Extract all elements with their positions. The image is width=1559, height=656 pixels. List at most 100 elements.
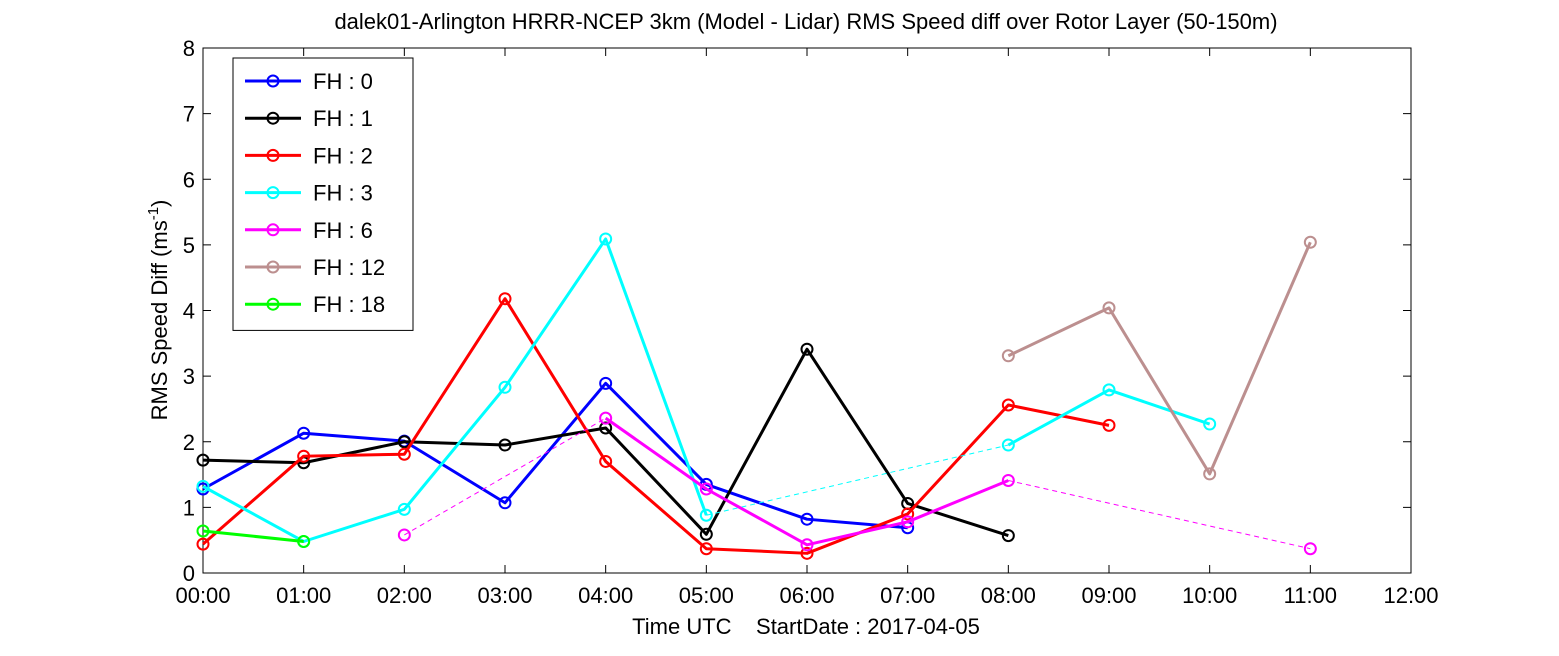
series-line [202, 297, 1110, 555]
data-point [1102, 301, 1116, 315]
data-point [1203, 467, 1217, 481]
legend-label: FH : 0 [313, 69, 373, 94]
chart-title: dalek01-Arlington HRRR-NCEP 3km (Model -… [334, 9, 1277, 34]
data-point [196, 524, 210, 538]
x-tick-label: 02:00 [377, 583, 432, 608]
legend-swatch-marker [266, 148, 280, 162]
data-point [297, 449, 311, 463]
data-point [1001, 349, 1015, 363]
y-axis-label: RMS Speed Diff (ms-1) [145, 200, 172, 421]
legend-swatch-marker [266, 186, 280, 200]
data-point [397, 435, 411, 449]
data-point [1303, 542, 1317, 556]
x-tick-label: 03:00 [477, 583, 532, 608]
y-tick-label: 2 [183, 430, 195, 455]
data-point [498, 496, 512, 510]
y-tick-label: 3 [183, 364, 195, 389]
y-axis-label-close: ) [147, 200, 172, 207]
series-5 [1001, 235, 1317, 481]
legend-swatch-marker [266, 223, 280, 237]
data-point [1102, 383, 1116, 397]
data-point [196, 453, 210, 467]
legend-label: FH : 18 [313, 292, 385, 317]
y-tick-label: 4 [183, 299, 195, 324]
legend-label: FH : 12 [313, 255, 385, 280]
legend-label: FH : 1 [313, 106, 373, 131]
x-tick-label: 09:00 [1081, 583, 1136, 608]
y-tick-label: 6 [183, 167, 195, 192]
y-tick-label: 1 [183, 495, 195, 520]
data-point [498, 380, 512, 394]
legend-swatch-marker [266, 111, 280, 125]
x-tick-label: 11:00 [1284, 583, 1337, 608]
series-line [1007, 388, 1211, 447]
data-point [498, 438, 512, 452]
data-point [800, 546, 814, 560]
data-point [699, 527, 713, 541]
data-point [901, 515, 915, 529]
x-tick-label: 01:00 [276, 583, 331, 608]
x-tick-label: 06:00 [779, 583, 834, 608]
series-line [1007, 241, 1312, 476]
x-tick-label: 10:00 [1182, 583, 1237, 608]
data-point [699, 542, 713, 556]
data-point [599, 232, 613, 246]
data-point [699, 482, 713, 496]
x-tick-label: 05:00 [679, 583, 734, 608]
series-line [604, 416, 1009, 547]
series-line [202, 529, 304, 543]
y-axis-label-main: RMS Speed Diff (ms [147, 220, 172, 420]
legend-swatch-marker [266, 74, 280, 88]
data-point [800, 342, 814, 356]
y-tick-label: 0 [183, 561, 195, 586]
legend-label: FH : 2 [313, 143, 373, 168]
data-point [1001, 473, 1015, 487]
legend-label: FH : 3 [313, 181, 373, 206]
data-point [599, 411, 613, 425]
data-point [397, 528, 411, 542]
data-point [1001, 398, 1015, 412]
data-point [498, 292, 512, 306]
data-point [800, 538, 814, 552]
data-point [297, 426, 311, 440]
data-point [599, 421, 613, 435]
series-gap-line [404, 417, 606, 536]
data-point [297, 535, 311, 548]
y-tick-label: 5 [183, 233, 195, 258]
data-point [599, 376, 613, 390]
data-point [1102, 418, 1116, 432]
data-point [901, 507, 915, 521]
x-axis-label: Time UTC StartDate : 2017-04-05 [632, 614, 980, 639]
x-tick-label: 07:00 [880, 583, 935, 608]
x-tick-label: 12:00 [1383, 583, 1438, 608]
series-gap-line [1008, 479, 1311, 550]
data-point [196, 537, 210, 551]
legend-swatch-marker [266, 297, 280, 311]
y-axis-ticks: 0 1 2 3 4 5 6 7 8 [183, 36, 1411, 586]
data-point [1303, 235, 1317, 249]
data-point [397, 447, 411, 461]
series-6 [196, 524, 311, 548]
data-point [699, 508, 713, 522]
data-point [1001, 438, 1015, 452]
x-tick-label: 08:00 [981, 583, 1036, 608]
series-3 [196, 232, 1217, 548]
legend-box [232, 57, 414, 331]
data-point [1203, 417, 1217, 431]
x-axis-ticks: 00:00 01:00 02:00 03:00 04:00 05:00 06:00 07:00… [175, 48, 1439, 608]
x-tick-label: 04:00 [578, 583, 633, 608]
legend: FH : 0 FH : 1 FH : 2 FH : 3 FH : 6 FH : 12 FH … [232, 57, 414, 331]
series-line [202, 381, 908, 530]
series-gap-line [706, 444, 1009, 516]
data-point [1001, 529, 1015, 543]
series-line [202, 237, 708, 543]
y-tick-label: 8 [183, 36, 195, 61]
x-tick-label: 00:00 [175, 583, 230, 608]
data-point [397, 502, 411, 516]
legend-swatch-marker [266, 260, 280, 274]
series-2 [196, 292, 1116, 560]
series-layer [196, 232, 1317, 560]
data-point [800, 512, 814, 526]
series-4 [397, 411, 1317, 556]
